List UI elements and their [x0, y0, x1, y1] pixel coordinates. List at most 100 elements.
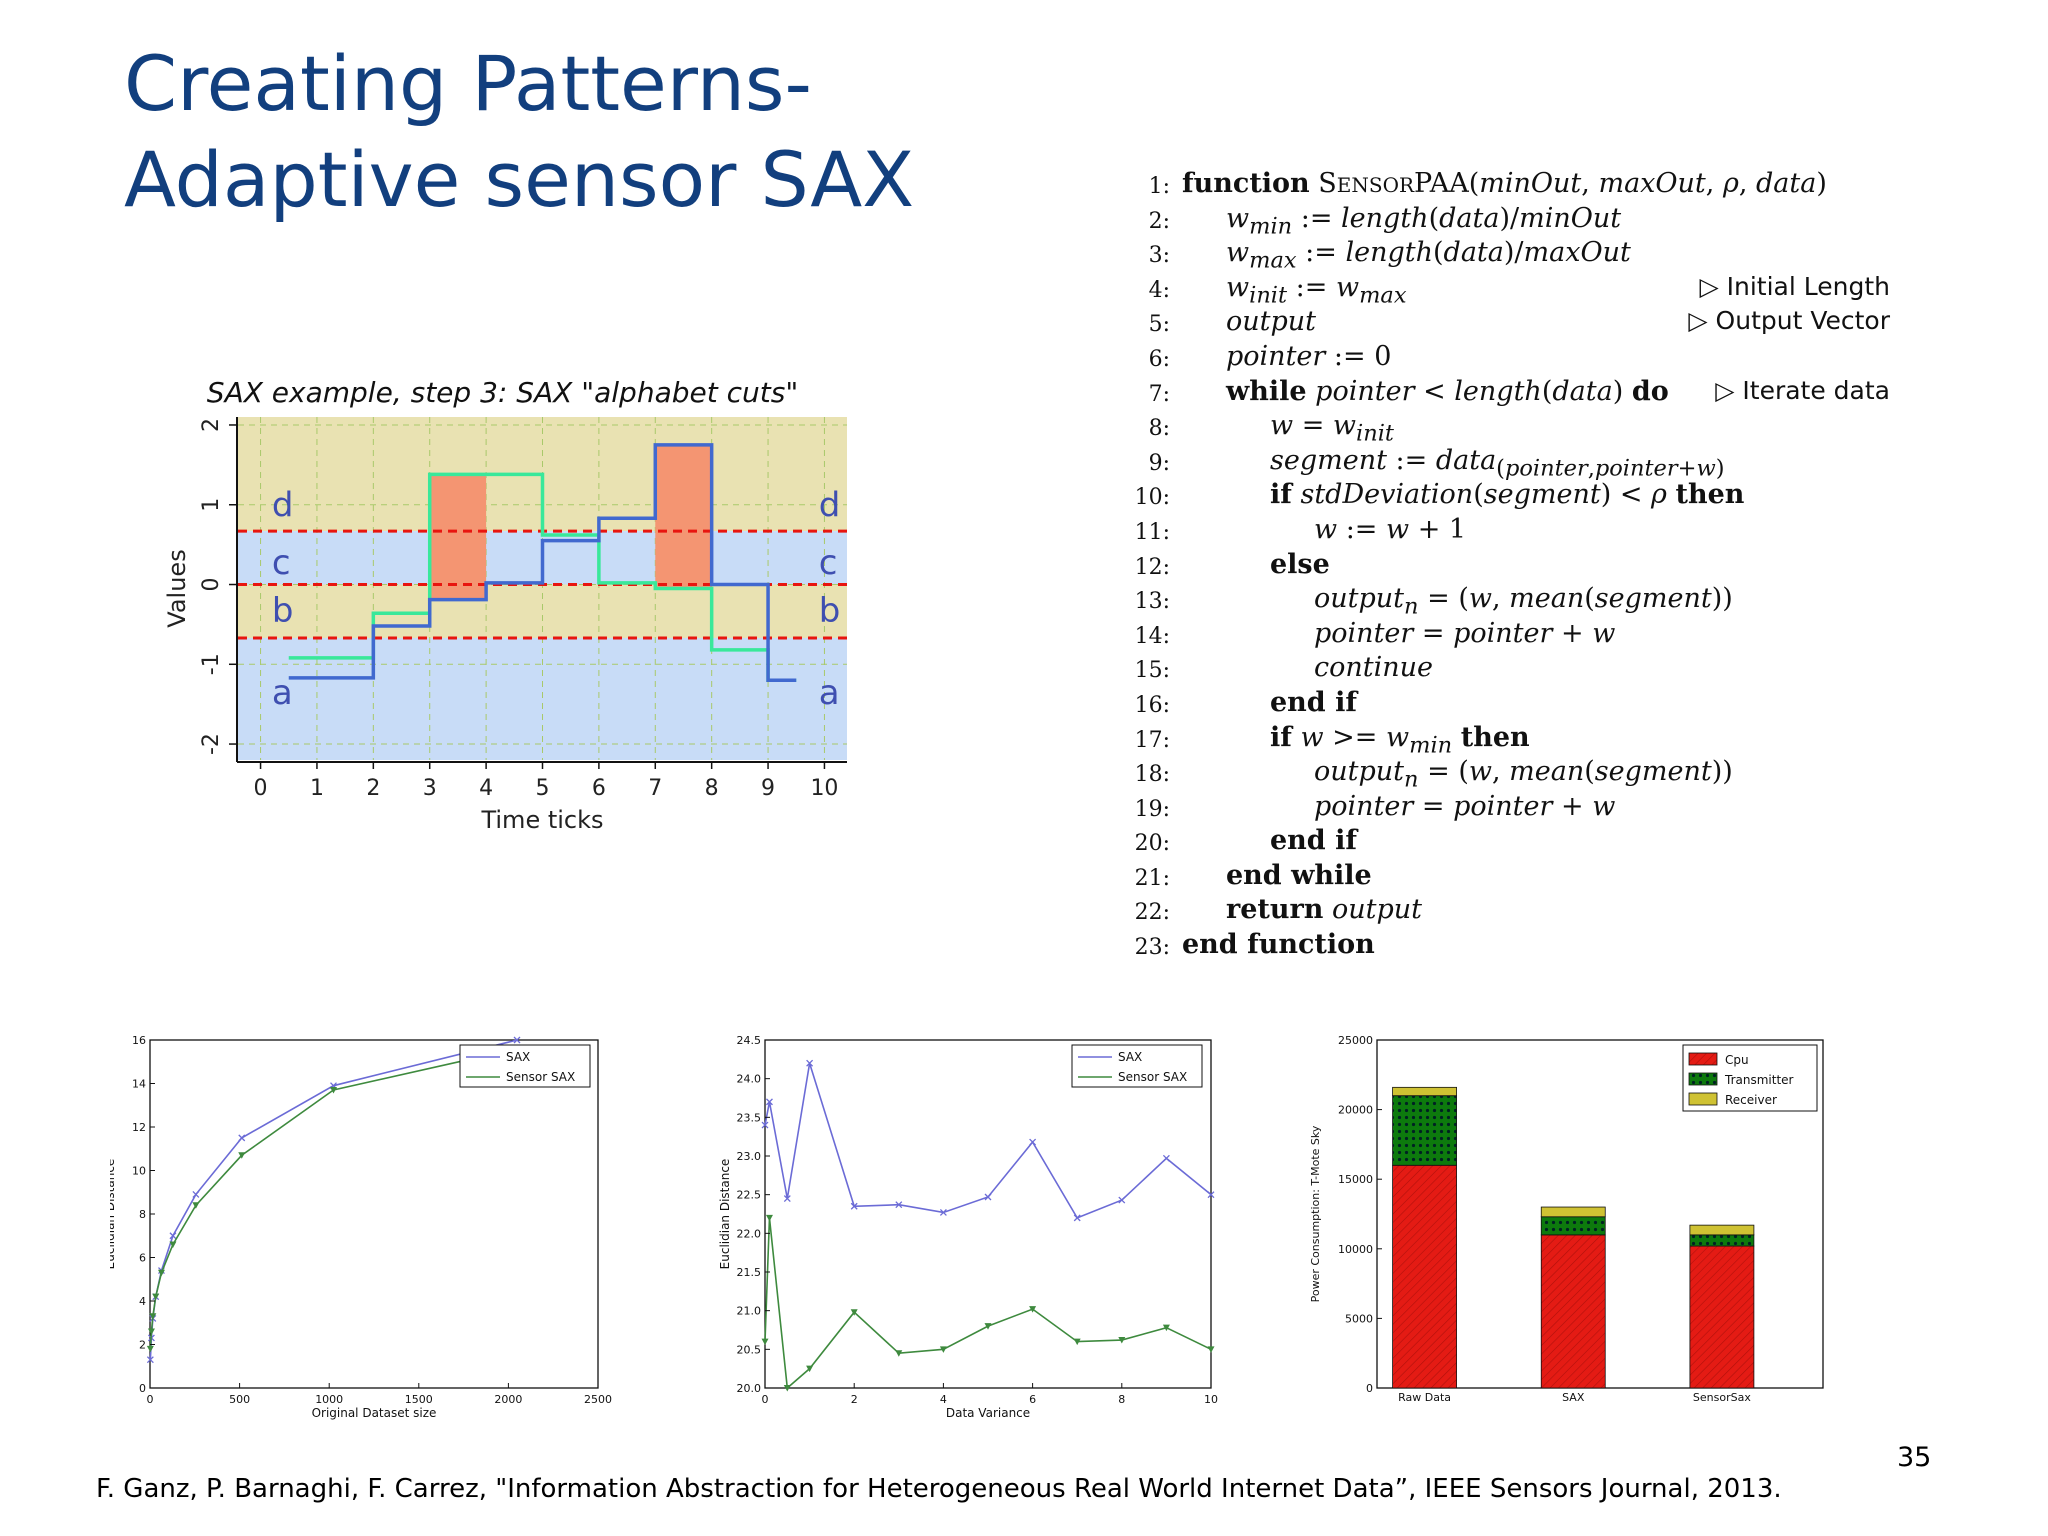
sensor-paa-algorithm: 1: function SENSORPAA(minOut, maxOut, ρ, …	[1130, 168, 1890, 964]
data-point	[783, 1195, 791, 1202]
algorithm-line: 23: end function	[1130, 929, 1890, 964]
data-point	[984, 1323, 992, 1330]
code-text: end if	[1270, 686, 1357, 718]
y-tick-label: 1	[199, 498, 224, 512]
data-point	[157, 1269, 165, 1277]
algorithm-line: 3: wmax := length(data)/maxOut	[1130, 237, 1890, 273]
data-variance-chart: 0 2 4 6 8 10 20.0 20.5 21.0 21.5 22.0 22.5 23.0 23.5 2…	[718, 1034, 1218, 1420]
slide-title-line2: Adaptive sensor SAX	[124, 135, 915, 224]
x-tick-label: 5	[536, 776, 550, 801]
x-tick-label: 6	[592, 776, 606, 801]
legend-box	[459, 1044, 591, 1088]
bar-segment	[1689, 1234, 1755, 1247]
algorithm-line: 15: continue	[1130, 652, 1890, 687]
code-text: end function	[1182, 929, 1375, 961]
line-number: 9:	[1148, 450, 1170, 476]
legend-swatch	[1688, 1072, 1718, 1086]
bar-segment	[1392, 1164, 1457, 1389]
y-tick-label: 0	[1366, 1382, 1373, 1395]
code-text: w := w + 1	[1314, 513, 1467, 545]
y-axis-label: Power Consumption: T-Mote Sky	[1309, 1125, 1322, 1302]
y-tick-label: 8	[139, 1208, 146, 1221]
line-number: 4:	[1148, 277, 1170, 303]
code-text: output	[1226, 306, 1317, 338]
x-tick-label: 2000	[494, 1393, 522, 1406]
code-text: continue	[1314, 652, 1434, 684]
x-tick-label: 3	[423, 776, 437, 801]
x-tick-label: 500	[229, 1393, 250, 1406]
algorithm-line: 20: end if	[1130, 825, 1890, 860]
data-point	[146, 1345, 154, 1353]
algorithm-line: 2: wmin := length(data)/minOut	[1130, 203, 1890, 239]
band-letter-right: c	[819, 543, 838, 583]
algorithm-line: 1: function SENSORPAA(minOut, maxOut, ρ, …	[1130, 168, 1890, 203]
data-point	[147, 1328, 155, 1335]
y-axis-label: Euclidian Distance	[718, 1159, 732, 1270]
data-point	[1162, 1154, 1170, 1162]
data-point	[330, 1087, 338, 1094]
data-point	[1073, 1338, 1081, 1346]
algorithm-line: 8: w = winit	[1130, 410, 1890, 447]
y-tick-label: 22.5	[737, 1189, 762, 1202]
x-tick-label: 9	[761, 776, 775, 801]
slide-title: Creating Patterns- Adaptive sensor SAX	[124, 36, 914, 228]
algorithm-line: 22: return output	[1130, 894, 1890, 929]
band-letter-left: d	[272, 486, 294, 526]
legend-label: SAX	[506, 1050, 530, 1064]
y-tick-label: 2	[139, 1339, 146, 1352]
line-number: 11:	[1134, 519, 1170, 545]
legend-label: SAX	[1118, 1050, 1142, 1064]
data-point	[783, 1385, 791, 1392]
data-point	[513, 1036, 521, 1044]
highlight-region	[429, 474, 487, 601]
y-tick-label: 23.0	[737, 1150, 762, 1163]
data-point	[1207, 1191, 1215, 1199]
line-number: 3:	[1148, 243, 1170, 269]
plot-frame	[764, 1039, 1212, 1389]
data-point	[238, 1152, 246, 1159]
code-text: while pointer < length(data) do	[1226, 375, 1669, 407]
citation-footer: F. Ganz, P. Barnaghi, F. Carrez, "Inform…	[96, 1474, 1782, 1504]
code-text: else	[1270, 548, 1330, 580]
y-tick-label: 6	[139, 1252, 146, 1265]
code-text: pointer := 0	[1226, 340, 1392, 372]
line-number: 18:	[1134, 762, 1170, 788]
line-number: 16:	[1134, 692, 1170, 718]
x-tick-label: 4	[940, 1393, 947, 1406]
data-point	[149, 1313, 157, 1320]
algorithm-line: 11: w := w + 1	[1130, 514, 1890, 549]
data-point	[169, 1241, 177, 1248]
chart-title: SAX example, step 3: SAX "alphabet cuts"	[207, 376, 798, 409]
data-point	[1162, 1324, 1170, 1332]
data-point	[1073, 1214, 1081, 1222]
algorithm-line: 13: outputn = (w, mean(segment))	[1130, 583, 1890, 619]
x-tick-label: Raw Data	[1398, 1391, 1451, 1404]
bar-segment	[1689, 1245, 1755, 1389]
line-number: 23:	[1134, 935, 1170, 961]
code-text: end if	[1270, 825, 1357, 857]
algorithm-line: 21: end while	[1130, 860, 1890, 895]
y-tick-label: 2	[199, 418, 224, 432]
x-tick-label: SAX	[1562, 1391, 1585, 1404]
power-consumption-chart: Raw Data SAX SensorSax 0 5000 10000 15000 20000…	[1309, 1034, 1824, 1404]
data-point	[761, 1338, 769, 1346]
algorithm-line: 5: output ▷ Output Vector	[1130, 306, 1890, 341]
y-tick-label: -2	[199, 733, 224, 755]
y-tick-label: 0	[199, 578, 224, 592]
data-point	[850, 1309, 858, 1316]
y-tick-label: 22.0	[737, 1227, 762, 1240]
algorithm-line: 7: while pointer < length(data) do ▷ Itera…	[1130, 376, 1890, 411]
band-letter-left: a	[272, 673, 293, 713]
x-tick-label: 1500	[405, 1393, 433, 1406]
x-tick-label: 0	[254, 776, 268, 801]
code-text: function SENSORPAA(minOut, maxOut, ρ, da…	[1182, 168, 1827, 199]
code-text: w = winit	[1270, 410, 1394, 447]
algorithm-line: 19: pointer = pointer + w	[1130, 791, 1890, 826]
x-tick-label: 8	[705, 776, 719, 801]
line-number: 7:	[1148, 381, 1170, 407]
y-tick-label: 16	[132, 1034, 146, 1047]
legend-label: Cpu	[1725, 1053, 1749, 1067]
code-text: if w >= wmin then	[1270, 721, 1530, 758]
x-tick-label: 2500	[584, 1393, 612, 1406]
algorithm-line: 16: end if	[1130, 687, 1890, 722]
